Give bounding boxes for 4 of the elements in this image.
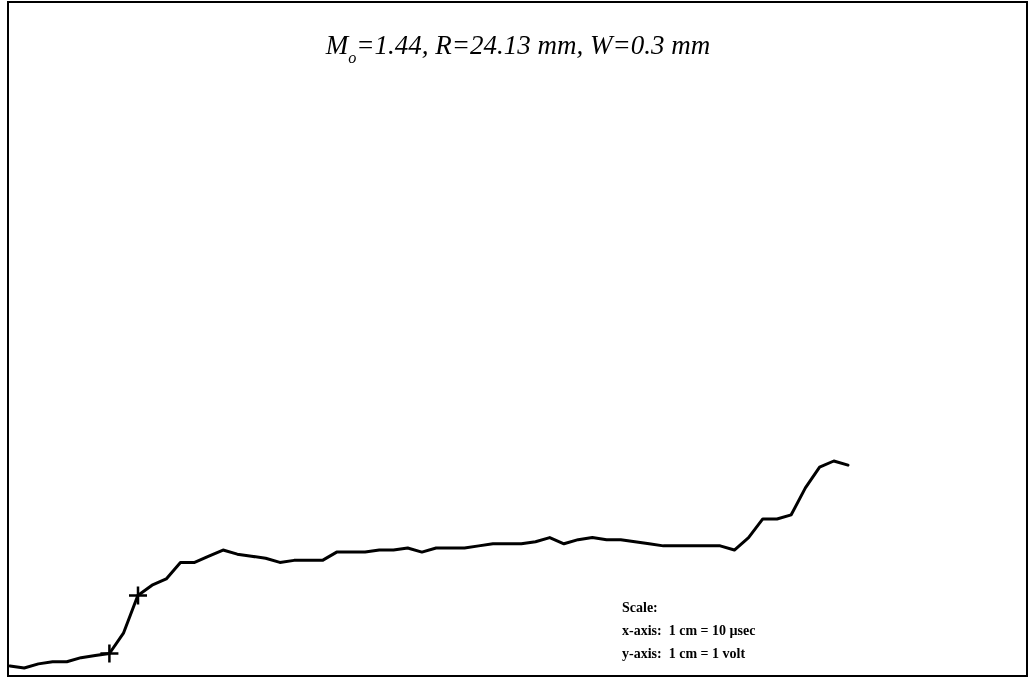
chart-title: M$_{o}$=1.44, R=24.13 mm, W=0.3 mm: [324, 30, 711, 67]
annotation: Scale:: [622, 600, 658, 615]
annotation: x-axis: 1 cm = 10 µsec: [622, 623, 756, 638]
annotation: y-axis: 1 cm = 1 volt: [622, 646, 746, 661]
